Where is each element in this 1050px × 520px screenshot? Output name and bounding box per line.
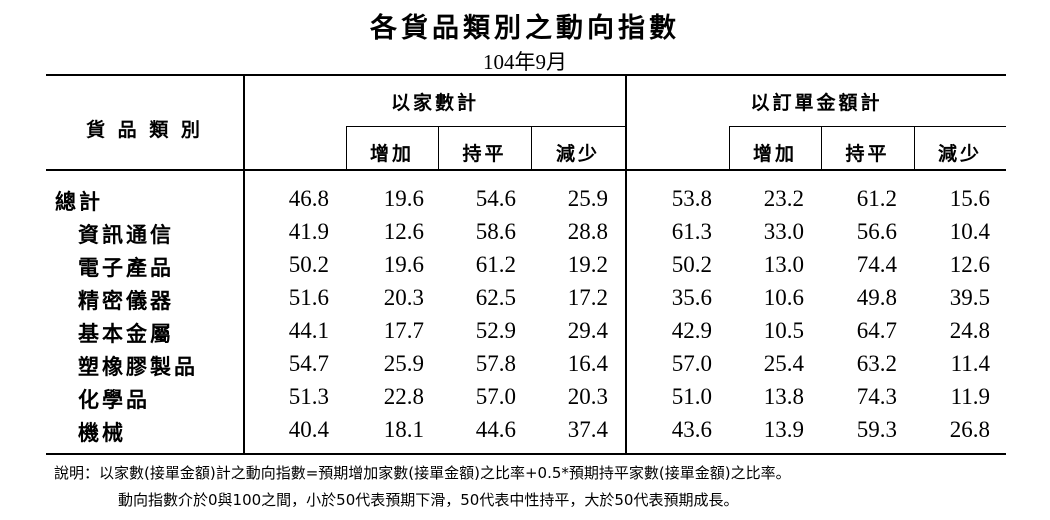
cell-order-increase: 13.9: [763, 417, 804, 442]
cell-order-index: 42.9: [671, 318, 712, 343]
cell-order-flat: 56.6: [856, 219, 897, 244]
cell-order-index: 57.0: [671, 351, 712, 376]
cell-order-increase: 10.5: [763, 318, 804, 343]
row-category: 機械: [78, 421, 126, 445]
cell-count-index: 50.2: [288, 252, 329, 277]
cell-order-decrease: 15.6: [949, 186, 990, 211]
cell-order-decrease: 11.4: [950, 351, 990, 376]
cell-order-index: 43.6: [671, 417, 712, 442]
row-category: 總計: [55, 190, 103, 214]
cell-order-decrease: 11.9: [950, 384, 990, 409]
cell-order-index: 35.6: [671, 285, 712, 310]
cell-order-decrease: 10.4: [949, 219, 990, 244]
cell-order-decrease: 24.8: [949, 318, 990, 343]
cell-count-index: 54.7: [288, 351, 329, 376]
cell-count-increase: 20.3: [383, 285, 424, 310]
row-category: 精密儀器: [78, 289, 174, 313]
header-count-increase: 增加: [369, 143, 414, 165]
row-category: 塑橡膠製品: [78, 355, 198, 379]
cell-order-decrease: 39.5: [949, 285, 990, 310]
table-subheader-rule-left: [346, 126, 626, 127]
cell-count-index: 41.9: [288, 219, 329, 244]
cell-count-flat: 62.5: [475, 285, 516, 310]
cell-count-index: 46.8: [288, 186, 329, 211]
cell-order-decrease: 26.8: [949, 417, 990, 442]
cell-count-flat: 54.6: [475, 186, 516, 211]
table-header-bottom-rule: [46, 169, 1006, 171]
cell-count-index: 51.3: [288, 384, 329, 409]
cell-count-decrease: 37.4: [567, 417, 608, 442]
cell-order-flat: 74.4: [856, 252, 897, 277]
table-divider-category: [243, 74, 245, 455]
cell-count-index: 44.1: [288, 318, 329, 343]
cell-count-flat: 52.9: [475, 318, 516, 343]
header-order-decrease: 減少: [937, 143, 982, 165]
cell-count-increase: 19.6: [383, 252, 424, 277]
table-divider-sub: [346, 126, 347, 170]
cell-order-increase: 25.4: [763, 351, 804, 376]
cell-count-increase: 22.8: [383, 384, 424, 409]
row-category: 化學品: [78, 388, 150, 412]
table-divider-sub: [729, 126, 730, 170]
page-subtitle: 104年9月: [483, 50, 567, 74]
table-top-rule: [46, 74, 1006, 76]
cell-order-increase: 13.8: [763, 384, 804, 409]
cell-count-increase: 18.1: [383, 417, 424, 442]
row-category: 資訊通信: [78, 223, 174, 247]
header-count-decrease: 減少: [555, 143, 600, 165]
table-subheader-rule-right: [729, 126, 1006, 127]
header-order-increase: 增加: [752, 143, 797, 165]
cell-count-decrease: 20.3: [567, 384, 608, 409]
cell-count-decrease: 16.4: [567, 351, 608, 376]
cell-order-index: 53.8: [671, 186, 712, 211]
cell-order-increase: 33.0: [763, 219, 804, 244]
note-line-2: 動向指數介於0與100之間，小於50代表預期下滑，50代表中性持平，大於50代表…: [118, 491, 739, 509]
cell-order-flat: 63.2: [856, 351, 897, 376]
cell-count-increase: 25.9: [383, 351, 424, 376]
header-group-count: 以家數計: [390, 92, 479, 114]
cell-order-decrease: 12.6: [949, 252, 990, 277]
cell-count-flat: 57.0: [475, 384, 516, 409]
cell-count-decrease: 17.2: [567, 285, 608, 310]
cell-count-flat: 58.6: [475, 219, 516, 244]
cell-order-increase: 23.2: [763, 186, 804, 211]
row-category: 基本金屬: [78, 322, 174, 346]
cell-count-increase: 12.6: [383, 219, 424, 244]
page-title: 各貨品類別之動向指數: [370, 13, 680, 44]
note-line-1: 說明：以家數(接單金額)計之動向指數=預期增加家數(接單金額)之比率+0.5*預…: [54, 464, 791, 482]
table-divider-sub: [821, 126, 822, 170]
table-divider-sub: [438, 126, 439, 170]
header-category: 貨 品 類 別: [86, 119, 203, 141]
cell-order-flat: 74.3: [856, 384, 897, 409]
cell-count-increase: 19.6: [383, 186, 424, 211]
cell-count-decrease: 19.2: [567, 252, 608, 277]
cell-count-flat: 61.2: [475, 252, 516, 277]
header-group-order: 以訂單金額計: [750, 92, 883, 114]
cell-count-decrease: 25.9: [567, 186, 608, 211]
cell-order-increase: 10.6: [763, 285, 804, 310]
cell-count-index: 51.6: [288, 285, 329, 310]
header-count-flat: 持平: [462, 143, 507, 165]
cell-count-decrease: 29.4: [567, 318, 608, 343]
cell-count-flat: 57.8: [475, 351, 516, 376]
cell-order-flat: 61.2: [856, 186, 897, 211]
cell-order-index: 61.3: [671, 219, 712, 244]
table-divider-groups: [625, 74, 627, 455]
cell-order-increase: 13.0: [763, 252, 804, 277]
cell-order-flat: 59.3: [856, 417, 897, 442]
header-order-flat: 持平: [845, 143, 890, 165]
row-category: 電子產品: [78, 256, 174, 280]
cell-order-index: 51.0: [671, 384, 712, 409]
cell-count-increase: 17.7: [383, 318, 424, 343]
cell-count-flat: 44.6: [475, 417, 516, 442]
table-divider-sub: [531, 126, 532, 170]
cell-order-flat: 64.7: [856, 318, 897, 343]
cell-order-index: 50.2: [671, 252, 712, 277]
cell-count-index: 40.4: [288, 417, 329, 442]
cell-count-decrease: 28.8: [567, 219, 608, 244]
table-bottom-rule: [46, 453, 1006, 455]
table-divider-sub: [914, 126, 915, 170]
cell-order-flat: 49.8: [856, 285, 897, 310]
